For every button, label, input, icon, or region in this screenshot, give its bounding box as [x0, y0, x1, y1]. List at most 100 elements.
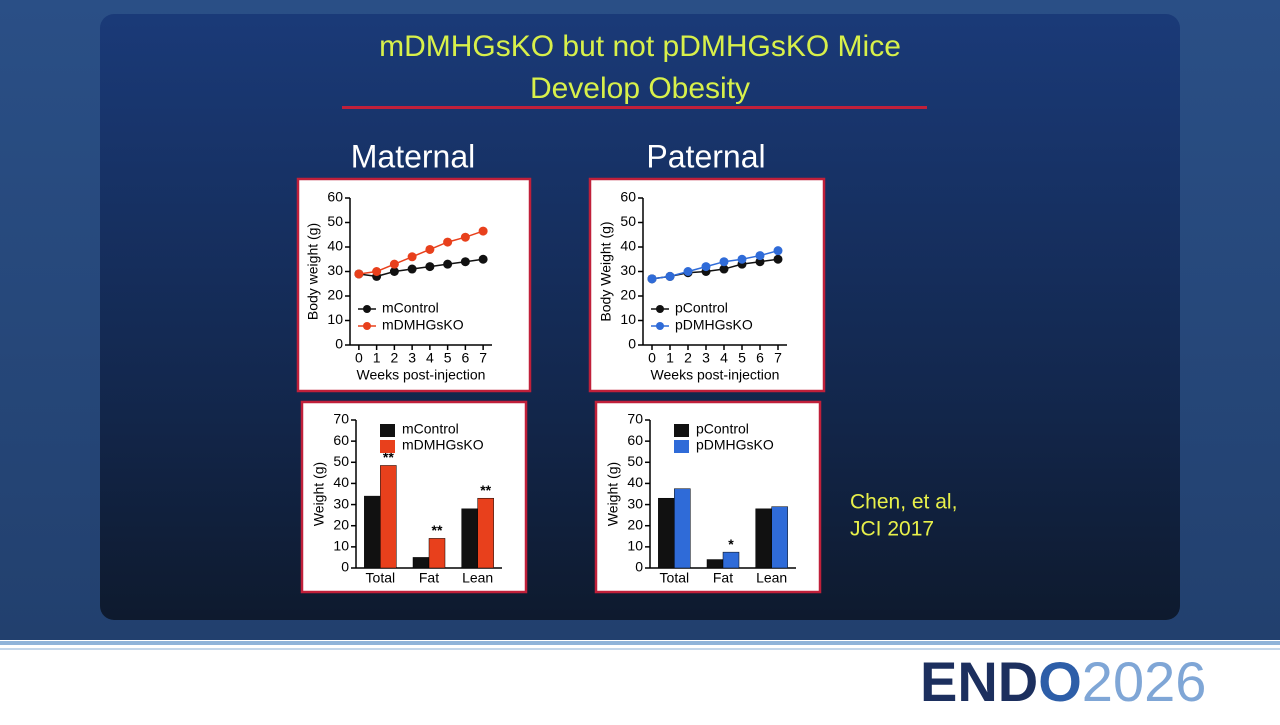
bar — [722, 551, 740, 569]
x-tick-label: 7 — [774, 350, 782, 366]
data-point — [773, 254, 783, 264]
data-point — [425, 262, 435, 272]
footer-line — [0, 648, 1280, 650]
y-tick-label: 40 — [620, 238, 636, 254]
y-tick-label: 60 — [333, 432, 349, 448]
data-point — [665, 271, 675, 281]
bar — [428, 538, 446, 569]
bar — [755, 508, 772, 569]
data-point — [755, 251, 765, 261]
heading: Maternal — [351, 138, 476, 174]
y-tick-label: 20 — [620, 287, 636, 303]
x-tick-label: 2 — [390, 350, 398, 366]
y-axis-label: Weight (g) — [605, 462, 621, 526]
bar — [364, 495, 381, 569]
data-point — [719, 264, 729, 274]
y-tick-label: 0 — [341, 559, 349, 575]
data-point — [683, 267, 693, 276]
footer — [0, 640, 1280, 720]
y-tick-label: 10 — [627, 538, 643, 554]
x-tick-label: 2 — [684, 350, 692, 366]
x-tick-label: 6 — [461, 350, 469, 366]
y-tick-label: 0 — [335, 336, 343, 352]
x-axis-label: Weeks post-injection — [357, 367, 486, 383]
bar — [658, 497, 675, 569]
chart-frame — [296, 177, 532, 393]
legend-marker — [656, 305, 664, 313]
data-point — [425, 244, 435, 254]
x-tick-label: 1 — [666, 350, 674, 366]
chart-frame — [588, 177, 826, 393]
data-point — [389, 259, 399, 269]
y-tick-label: 10 — [327, 311, 343, 327]
bar — [461, 508, 478, 569]
data-point — [389, 267, 399, 276]
data-point — [478, 226, 488, 236]
data-point — [460, 232, 470, 242]
y-tick-label: 20 — [627, 516, 643, 532]
logo: ENDO2026 — [920, 650, 1206, 713]
legend-swatch — [674, 424, 689, 437]
x-tick-label: Fat — [713, 570, 733, 586]
y-tick-label: 40 — [333, 474, 349, 490]
footer-line — [0, 641, 1280, 645]
y-tick-label: 30 — [620, 262, 636, 278]
data-point — [647, 274, 657, 284]
data-point — [773, 246, 783, 256]
y-tick-label: 60 — [620, 189, 636, 205]
citation: Chen, et al, — [850, 491, 957, 514]
x-tick-label: 7 — [479, 350, 487, 366]
legend-label: pDMHGsKO — [696, 437, 774, 453]
x-axis-label: Weeks post-injection — [651, 367, 780, 383]
title: mDMHGsKO but not pDMHGsKO Mice — [379, 30, 901, 63]
y-tick-label: 60 — [327, 189, 343, 205]
y-tick-label: 20 — [327, 287, 343, 303]
data-point — [701, 262, 711, 272]
bar — [477, 497, 494, 569]
data-point — [443, 259, 453, 269]
y-tick-label: 40 — [327, 238, 343, 254]
legend-label: mControl — [382, 300, 439, 316]
legend-label: pDMHGsKO — [675, 317, 753, 333]
x-tick-label: 1 — [373, 350, 381, 366]
legend-marker — [363, 305, 371, 313]
legend-label: mControl — [402, 421, 459, 437]
y-tick-label: 70 — [333, 411, 349, 427]
significance-label: ** — [480, 482, 491, 498]
data-point — [407, 264, 417, 274]
data-point — [372, 267, 382, 276]
x-tick-label: Lean — [756, 570, 787, 586]
legend-swatch — [380, 424, 395, 437]
significance-label: * — [728, 536, 734, 552]
y-tick-label: 70 — [627, 411, 643, 427]
y-tick-label: 50 — [620, 213, 636, 229]
y-tick-label: 30 — [327, 262, 343, 278]
citation: JCI 2017 — [850, 518, 934, 541]
significance-label: ** — [383, 449, 394, 465]
x-tick-label: 6 — [756, 350, 764, 366]
legend-swatch — [674, 440, 689, 453]
bar — [706, 559, 724, 569]
y-axis-label: Body Weight (g) — [598, 221, 614, 321]
significance-label: ** — [432, 522, 443, 538]
data-point — [443, 237, 453, 247]
legend-marker — [656, 322, 664, 330]
x-tick-label: Total — [366, 570, 396, 586]
data-point — [719, 257, 729, 267]
x-tick-label: Total — [660, 570, 690, 586]
x-tick-label: 4 — [426, 350, 434, 366]
x-tick-label: 3 — [408, 350, 416, 366]
x-tick-label: Fat — [419, 570, 439, 586]
data-point — [478, 254, 488, 264]
y-tick-label: 0 — [628, 336, 636, 352]
y-tick-label: 50 — [327, 213, 343, 229]
title-underline — [342, 106, 927, 109]
bar — [674, 488, 691, 569]
title: Develop Obesity — [530, 72, 750, 105]
data-point — [737, 254, 747, 264]
x-tick-label: Lean — [462, 570, 493, 586]
y-tick-label: 30 — [627, 495, 643, 511]
y-axis-label: Weight (g) — [311, 462, 327, 526]
